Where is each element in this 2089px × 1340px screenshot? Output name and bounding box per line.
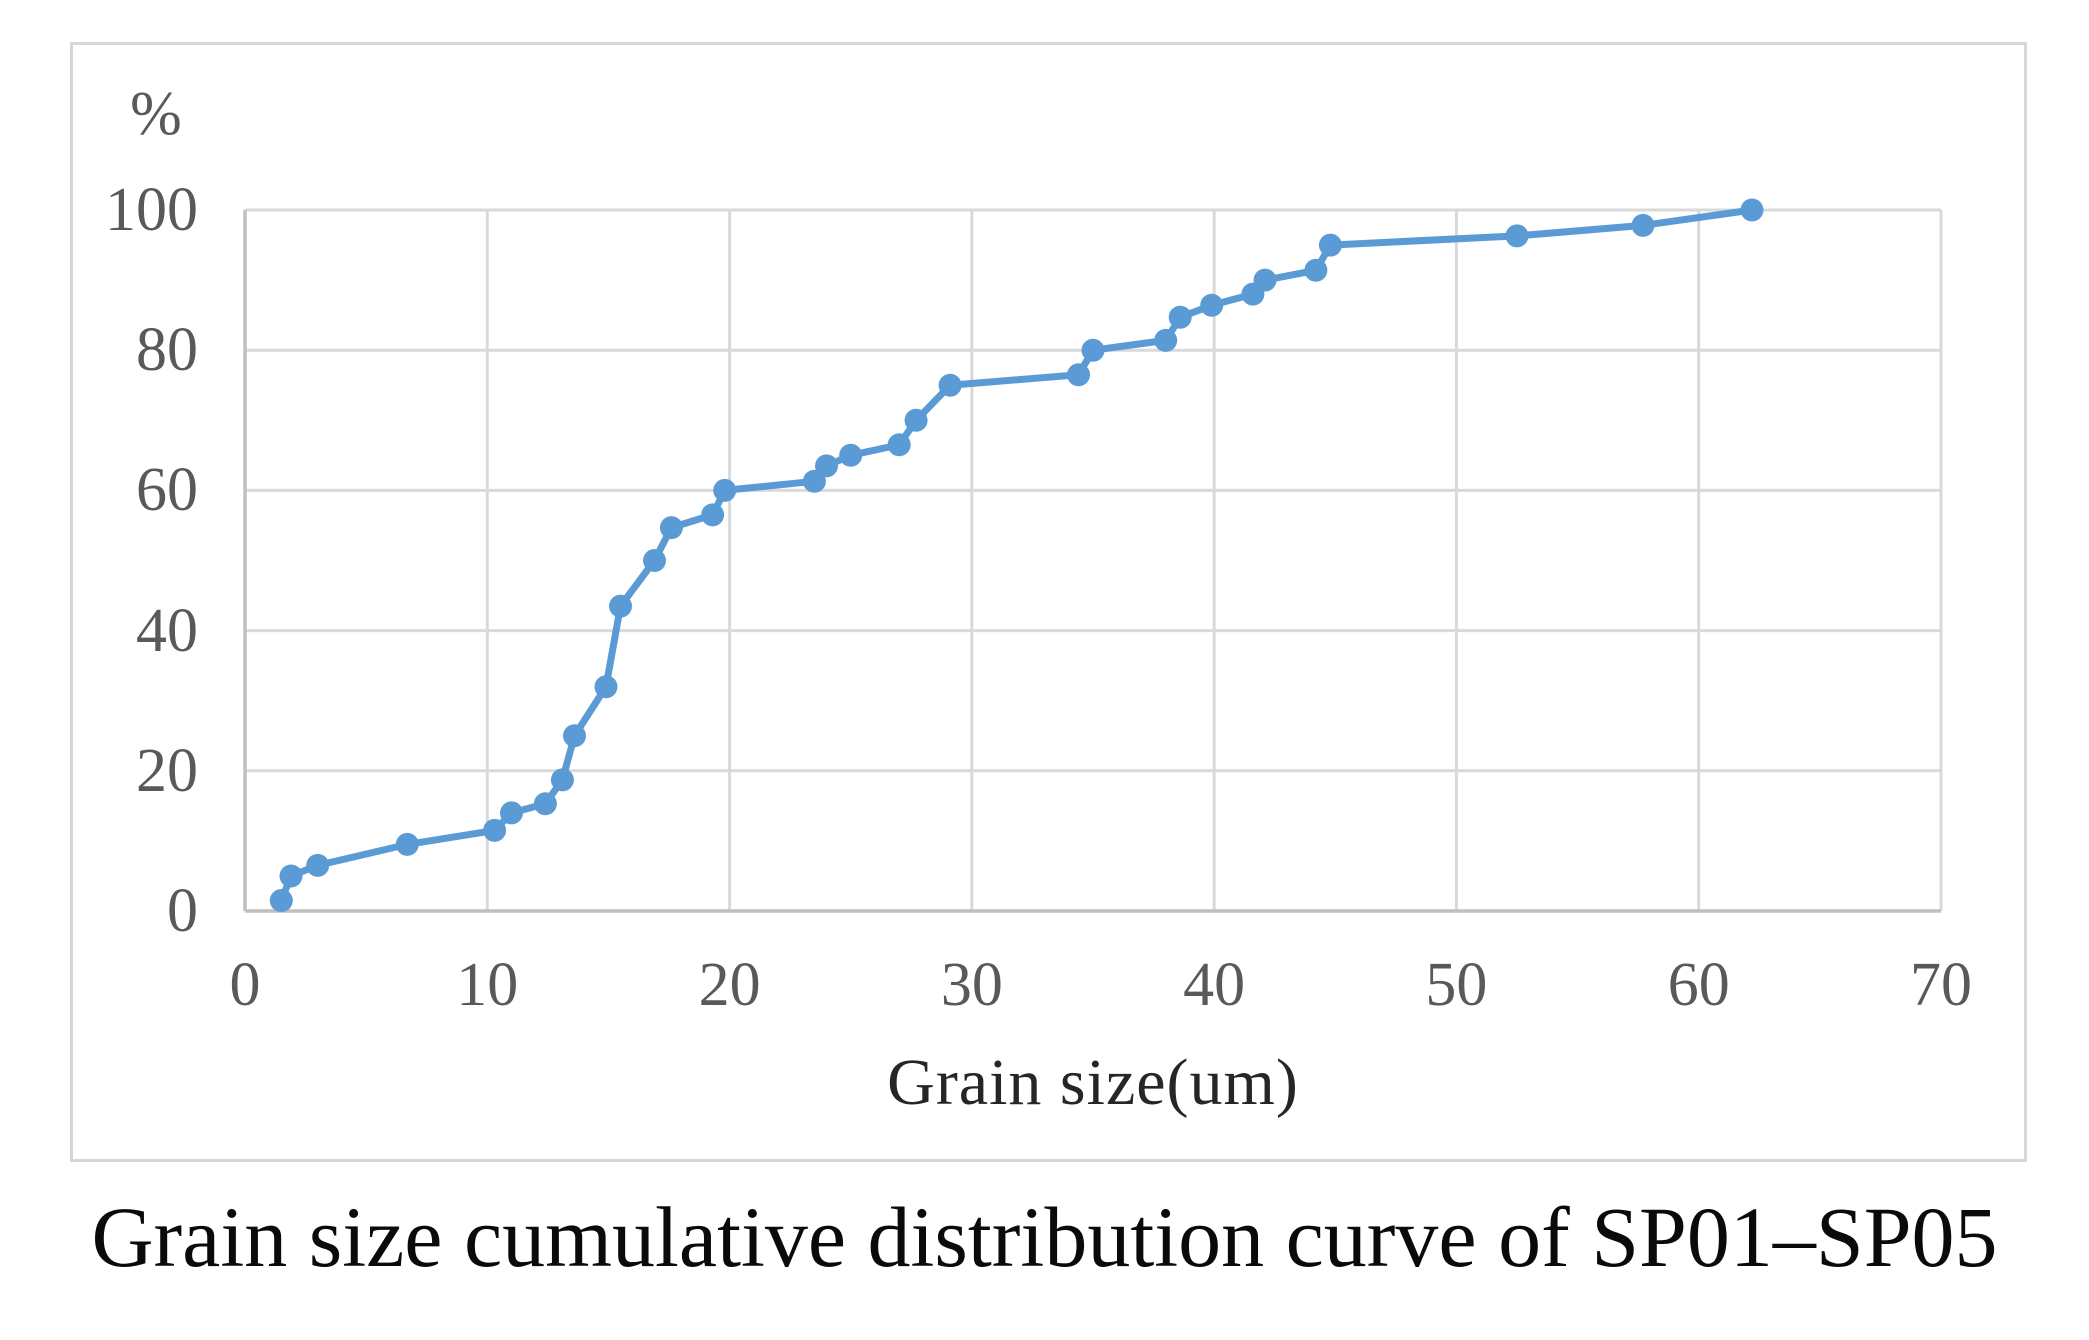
data-point-marker	[1081, 338, 1105, 362]
data-point-marker	[594, 675, 618, 699]
x-tick-label: 60	[1667, 951, 1730, 1019]
y-axis-unit-label: %	[130, 80, 182, 148]
data-point-marker	[802, 469, 826, 493]
x-tick-label: 40	[1183, 951, 1246, 1019]
x-tick-label: 20	[698, 951, 761, 1019]
data-point-marker	[279, 864, 303, 888]
data-point-marker	[306, 853, 330, 877]
x-axis-title: Grain size(um)	[887, 1046, 1299, 1119]
y-tick-label: 100	[105, 176, 198, 244]
data-point-marker	[713, 478, 737, 502]
y-tick-label: 0	[167, 877, 198, 945]
data-point-marker	[701, 503, 725, 527]
data-point-marker	[1200, 293, 1224, 317]
x-tick-label: 50	[1425, 951, 1488, 1019]
chart-frame: % 0 10 20 30 40 50 60 70 0 20 40 60 80 100 Grain size…	[70, 42, 2027, 1162]
data-point-marker	[887, 433, 911, 457]
y-tick-label: 60	[136, 456, 198, 525]
data-point-marker	[609, 594, 632, 618]
data-point-marker	[659, 516, 683, 540]
series-line	[277, 206, 1756, 904]
data-point-marker	[1318, 233, 1342, 257]
data-point-marker	[1740, 198, 1764, 222]
data-point-marker	[815, 454, 838, 478]
data-point-marker	[904, 408, 928, 432]
data-point-marker	[483, 818, 507, 842]
y-tick-label: 40	[136, 596, 198, 665]
x-tick-label: 0	[229, 951, 261, 1019]
data-point-marker	[839, 443, 863, 467]
data-point-marker	[1304, 258, 1328, 282]
data-point-marker	[500, 801, 523, 825]
y-tick-label: 20	[136, 736, 198, 805]
data-point-marker	[1505, 224, 1529, 248]
data-point-marker	[269, 889, 293, 912]
data-point-marker	[533, 792, 557, 816]
figure-caption: Grain size cumulative distribution curve…	[91, 1189, 1998, 1285]
data-point-marker	[395, 832, 419, 856]
x-tick-label: 30	[940, 951, 1003, 1019]
x-tick-label: 10	[456, 951, 519, 1019]
data-point-marker	[1631, 213, 1655, 237]
data-point-marker	[1168, 305, 1192, 329]
data-point-marker	[550, 768, 574, 792]
y-tick-label: 80	[136, 316, 198, 385]
data-point-marker	[1253, 268, 1277, 292]
x-tick-label: 70	[1910, 951, 1972, 1019]
plot-area	[243, 198, 1943, 913]
data-point-marker	[643, 549, 666, 572]
data-point-marker	[563, 724, 586, 748]
data-point-marker	[1067, 363, 1090, 387]
data-point-marker	[938, 373, 962, 397]
data-point-marker	[1154, 328, 1178, 352]
